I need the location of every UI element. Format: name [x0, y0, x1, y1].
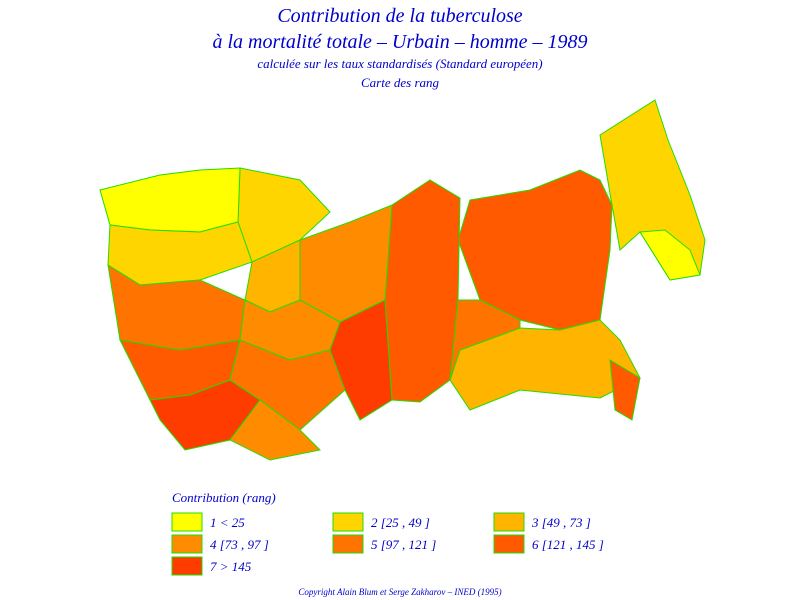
legend-label: 6 [121 , 145 ]: [532, 537, 604, 552]
region: [229, 339, 346, 431]
legend-label: 3 [49 , 73 ]: [531, 515, 591, 530]
region: [449, 299, 521, 381]
region: [457, 169, 613, 331]
method: calculée sur les taux standardisés (Stan…: [257, 56, 542, 71]
legend-label: 1 < 25: [210, 515, 245, 530]
legend-swatch: [493, 512, 525, 532]
legend-label: 4 [73 , 97 ]: [210, 537, 269, 552]
region: [229, 399, 322, 461]
map: [99, 99, 706, 461]
legend-swatch: [171, 512, 203, 532]
legend-swatch: [332, 512, 364, 532]
subtitle: à la mortalité totale – Urbain – homme –…: [213, 31, 588, 53]
legend-title: Contribution (rang): [172, 490, 276, 505]
legend-label: 2 [25 , 49 ]: [371, 515, 430, 530]
legend-swatch: [171, 534, 203, 554]
region: [107, 221, 253, 286]
legend-swatch: [493, 534, 525, 554]
copyright: Copyright Alain Blum et Serge Zakharov –…: [298, 587, 501, 597]
region: [329, 299, 393, 421]
legend-swatch: [332, 534, 364, 554]
legend-label: 5 [97 , 121 ]: [371, 537, 436, 552]
region: [639, 229, 701, 281]
legend-label: 7 > 145: [210, 559, 252, 574]
legend: 1 < 25 2 [25 , 49 ] 3 [49 , 73 ] 4 [73 , 97…: [171, 512, 604, 576]
region: [609, 359, 641, 421]
region: [99, 167, 241, 233]
map-type: Carte des rang: [361, 75, 440, 90]
region: [384, 179, 461, 403]
legend-swatch: [171, 556, 203, 576]
title: Contribution de la tuberculose: [277, 5, 522, 27]
